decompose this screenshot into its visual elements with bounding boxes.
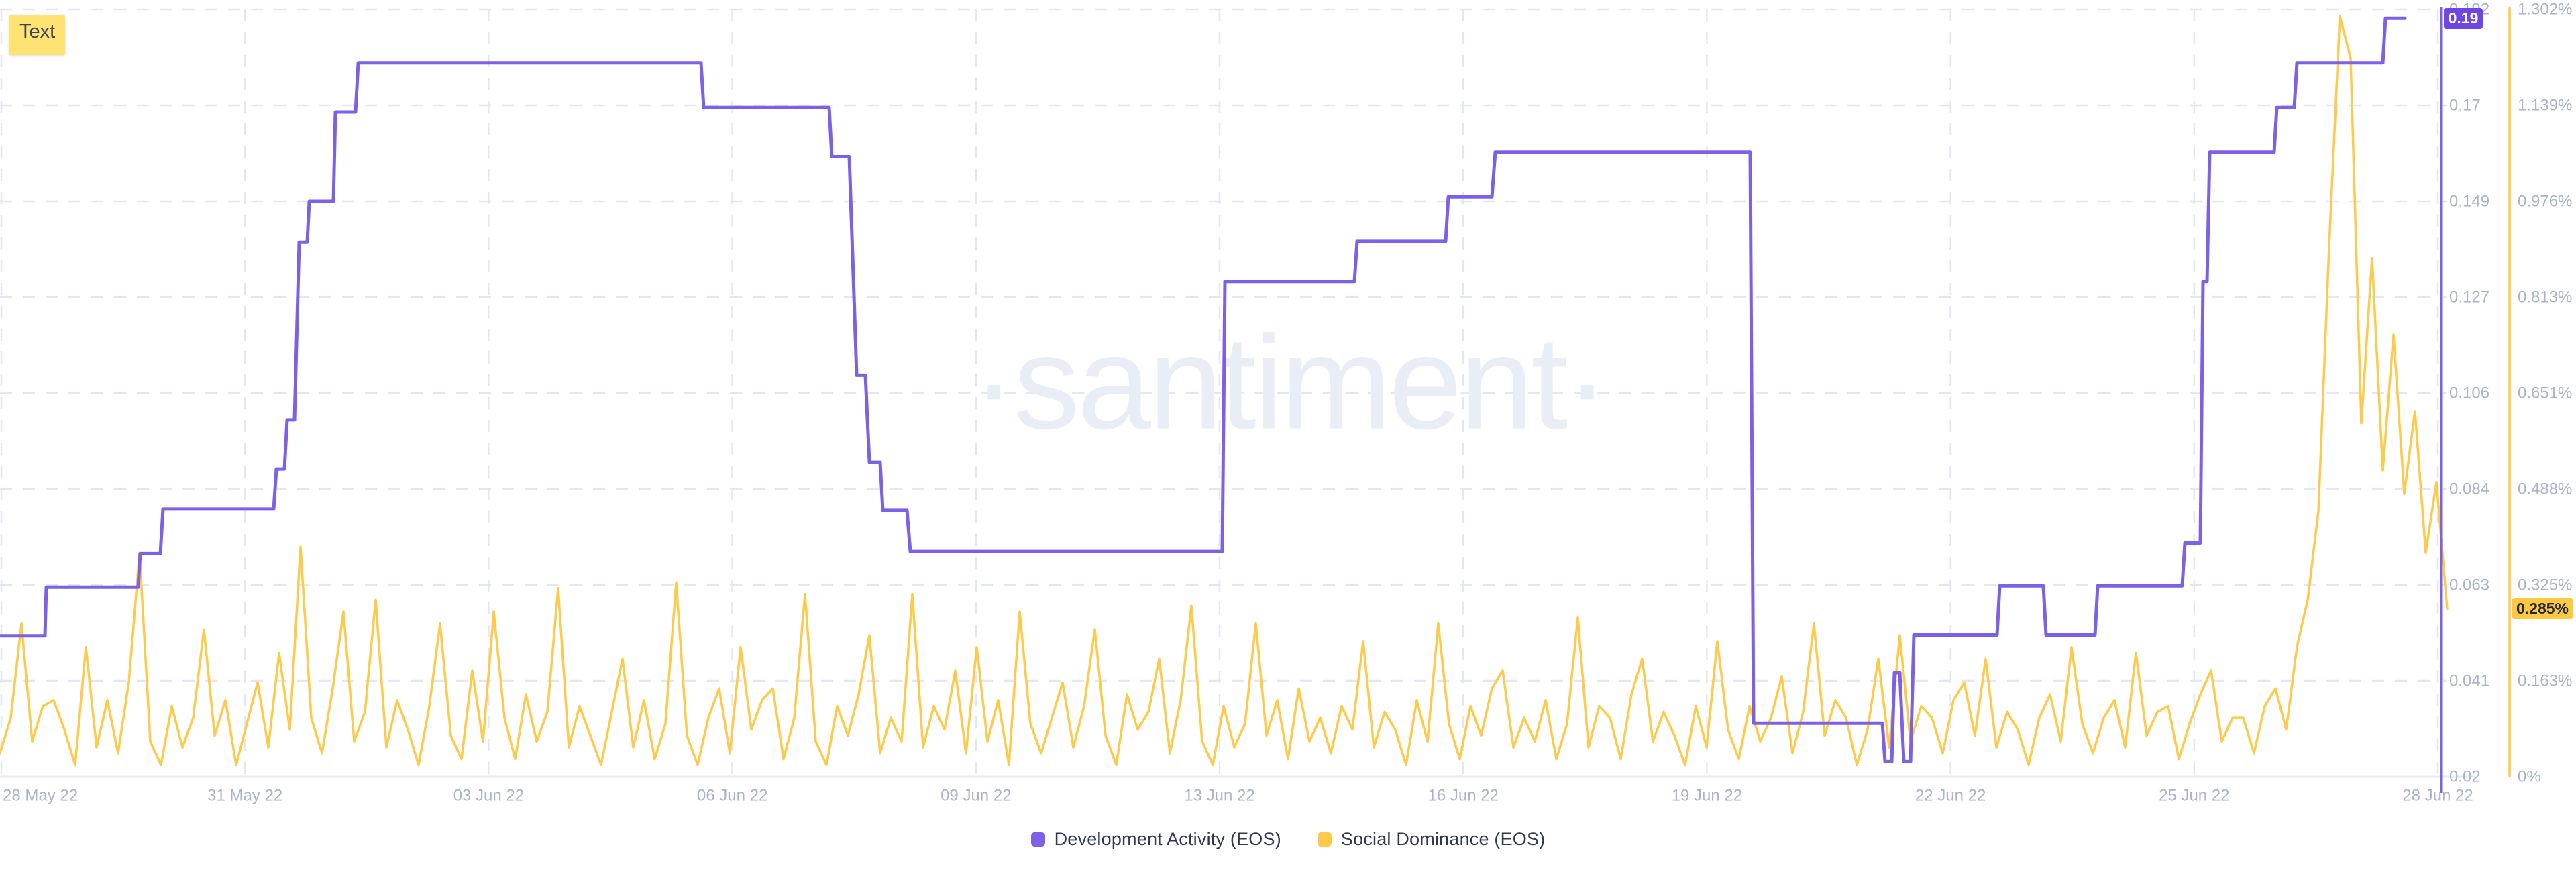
- social-axis-tick-label: 1.302%: [2518, 1, 2572, 19]
- social-dominance-legend-swatch-icon: [1317, 832, 1332, 847]
- date-tick-label: 13 Jun 22: [1184, 787, 1254, 805]
- axis-labels-layer: 0.1920.170.1490.1270.1060.0840.0630.0410…: [3, 1, 2572, 805]
- date-tick-label: 31 May 22: [207, 787, 282, 805]
- dev-axis-tick-label: 0.02: [2449, 768, 2481, 786]
- date-tick-label: 28 May 22: [3, 787, 78, 805]
- dev-axis-tick-label: 0.063: [2449, 576, 2489, 594]
- legend-label-development-activity: Development Activity (EOS): [1054, 829, 1281, 849]
- dev-activity-legend-swatch-icon: [1030, 832, 1045, 847]
- social-dominance-line: [0, 15, 2449, 767]
- social-axis-tick-label: 0.325%: [2518, 576, 2572, 594]
- date-tick-label: 03 Jun 22: [453, 787, 524, 805]
- date-tick-label: 06 Jun 22: [697, 787, 767, 805]
- legend-label-social-dominance: Social Dominance (EOS): [1340, 829, 1546, 849]
- dev-axis-tick-label: 0.106: [2449, 384, 2489, 402]
- social-axis-tick-label: 0.163%: [2518, 672, 2572, 690]
- dev-axis-tick-label: 0.149: [2449, 193, 2489, 211]
- legend-item-development-activity[interactable]: Development Activity (EOS): [1030, 829, 1281, 850]
- dev-axis-tick-label: 0.041: [2449, 672, 2489, 690]
- social-axis-tick-label: 0.976%: [2518, 193, 2572, 211]
- social-axis-tick-label: 0%: [2518, 768, 2541, 786]
- development-activity-line: [0, 16, 2407, 763]
- dev-axis-tick-label: 0.084: [2449, 480, 2489, 498]
- social-axis-tick-label: 1.139%: [2518, 97, 2572, 115]
- social-axis-tick-label: 0.813%: [2518, 288, 2572, 307]
- santiment-watermark: ·santiment·: [972, 309, 1607, 457]
- legend: Development Activity (EOS) Social Domina…: [0, 829, 2576, 850]
- legend-item-social-dominance[interactable]: Social Dominance (EOS): [1317, 829, 1546, 850]
- date-tick-label: 19 Jun 22: [1672, 787, 1742, 805]
- date-tick-label: 28 Jun 22: [2402, 787, 2473, 805]
- axis-layer: [0, 7, 2511, 793]
- date-tick-label: 16 Jun 22: [1428, 787, 1498, 805]
- date-tick-label: 22 Jun 22: [1915, 787, 1986, 805]
- dev-activity-last-value-badge: 0.19: [2444, 8, 2483, 29]
- dev-axis-tick-label: 0.127: [2449, 288, 2489, 307]
- social-dominance-last-value-badge: 0.285%: [2512, 598, 2573, 619]
- dev-axis-tick-label: 0.17: [2449, 97, 2481, 115]
- date-tick-label: 09 Jun 22: [941, 787, 1011, 805]
- date-tick-label: 25 Jun 22: [2159, 787, 2229, 805]
- social-axis-tick-label: 0.651%: [2518, 384, 2572, 402]
- chart-annotation-note[interactable]: Text: [9, 15, 65, 55]
- social-axis-tick-label: 0.488%: [2518, 480, 2572, 498]
- series-layer: [0, 15, 2449, 767]
